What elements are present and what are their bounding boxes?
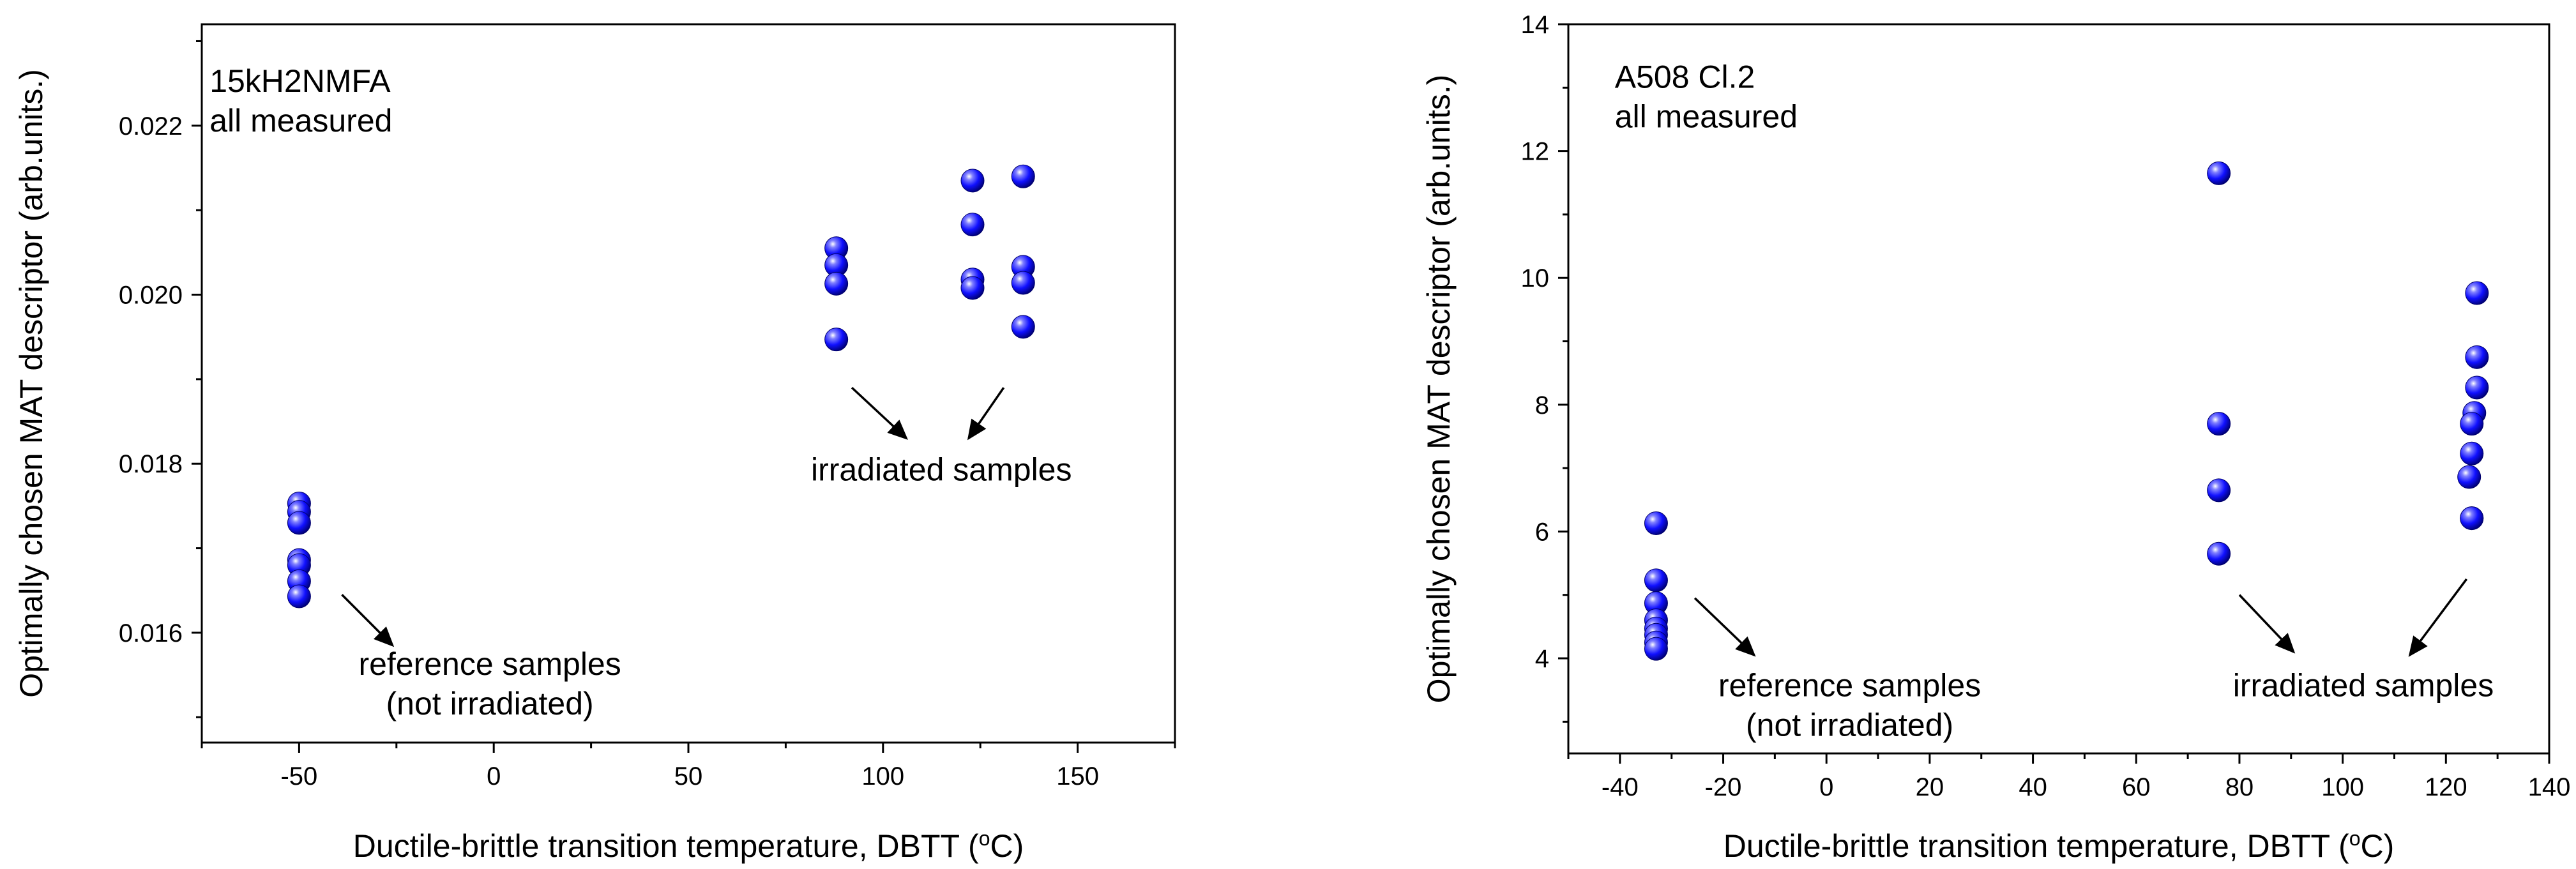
data-point (2460, 506, 2484, 531)
y-tick-label: 14 (1521, 11, 1550, 39)
x-tick-label: -20 (1705, 773, 1742, 801)
annotation-text: A508 Cl.2 all measured (1615, 59, 1798, 134)
data-point (1011, 315, 1035, 339)
data-points (1644, 161, 2489, 661)
x-tick-label: 0 (487, 762, 501, 790)
y-axis-title: Optimally chosen MAT descriptor (arb.uni… (1421, 75, 1457, 704)
y-tick-label: 0.022 (119, 112, 183, 140)
annotation-text: reference samples (not irradiated) (1718, 668, 1981, 743)
annotation-arrow (967, 387, 1005, 441)
x-tick-label: 150 (1056, 762, 1099, 790)
data-points (287, 164, 1035, 608)
annotation-arrow (1693, 597, 1756, 657)
x-tick-label: 20 (1916, 773, 1944, 801)
x-tick-label: 50 (674, 762, 703, 790)
annotation-arrow (341, 594, 395, 647)
y-tick-label: 12 (1521, 138, 1550, 166)
y-axis: 4 6 8 10 12 14 (1521, 11, 1568, 723)
data-point (960, 169, 985, 193)
annotation-arrow (2408, 578, 2468, 657)
y-tick-label: 0.018 (119, 450, 183, 478)
x-axis: -50 0 50 100 150 (201, 743, 1176, 790)
y-tick-label: 0.016 (119, 619, 183, 647)
x-tick-label: 80 (2225, 773, 2254, 801)
data-point (2207, 161, 2231, 185)
y-tick-label: 0.020 (119, 282, 183, 310)
x-tick-label: 100 (861, 762, 904, 790)
data-point (824, 271, 849, 296)
data-point (2460, 441, 2484, 465)
data-point (2457, 465, 2481, 489)
y-tick-label: 10 (1521, 264, 1550, 292)
data-point (2207, 478, 2231, 503)
annotation-arrows (341, 386, 1005, 647)
data-point (287, 584, 311, 608)
annotations: A508 Cl.2 all measured reference samples (n… (1615, 59, 2494, 743)
annotation-text: 15kH2NMFA all measured (209, 63, 392, 139)
data-point (287, 511, 311, 535)
data-point (824, 328, 849, 352)
annotation-arrows (1693, 578, 2468, 657)
data-point (2465, 281, 2489, 305)
x-tick-label: 120 (2425, 773, 2467, 801)
data-point (2460, 412, 2484, 436)
annotation-arrow (2238, 594, 2296, 654)
x-tick-label: -40 (1602, 773, 1639, 801)
x-axis-title: Ductile-brittle transition temperature, … (353, 827, 1024, 864)
data-point (1644, 637, 1668, 661)
data-point (2465, 345, 2489, 369)
data-point (1644, 511, 1668, 536)
data-point (960, 276, 985, 300)
annotation-text: irradiated samples (811, 452, 1072, 488)
y-axis: 0.016 0.018 0.020 0.022 (119, 40, 202, 718)
x-axis-title: Ductile-brittle transition temperature, … (1724, 827, 2395, 864)
x-tick-label: 100 (2321, 773, 2364, 801)
x-axis: -40 -20 0 20 40 60 80 100 120 140 (1567, 753, 2571, 801)
plot-frame (1567, 23, 2550, 755)
x-tick-label: 140 (2528, 773, 2571, 801)
y-tick-label: 4 (1535, 645, 1549, 673)
chart-left-15kH2NMFA: -50 0 50 100 150 0.016 0.018 0.020 0.022 15kH2N… (13, 23, 1176, 864)
x-tick-label: 60 (2122, 773, 2151, 801)
data-point (1011, 271, 1035, 295)
annotation-arrow (851, 386, 908, 440)
annotations: 15kH2NMFA all measured irradiated samples r… (209, 63, 1072, 722)
data-point (1011, 164, 1035, 188)
x-tick-label: -50 (280, 762, 317, 790)
y-tick-label: 8 (1535, 391, 1549, 419)
x-tick-label: 0 (1819, 773, 1833, 801)
y-tick-label: 6 (1535, 518, 1549, 546)
data-point (2207, 412, 2231, 436)
data-point (2465, 375, 2489, 400)
data-point (2207, 541, 2231, 566)
annotation-text: reference samples (not irradiated) (358, 646, 621, 722)
annotation-text: irradiated samples (2233, 668, 2494, 704)
y-axis-title: Optimally chosen MAT descriptor (arb.uni… (13, 69, 49, 698)
x-tick-label: 40 (2019, 773, 2047, 801)
data-point (1644, 568, 1668, 593)
chart-right-A508: -40 -20 0 20 40 60 80 100 120 140 4 6 8 10 12 14 A508 … (1421, 11, 2570, 864)
data-point (960, 213, 985, 237)
